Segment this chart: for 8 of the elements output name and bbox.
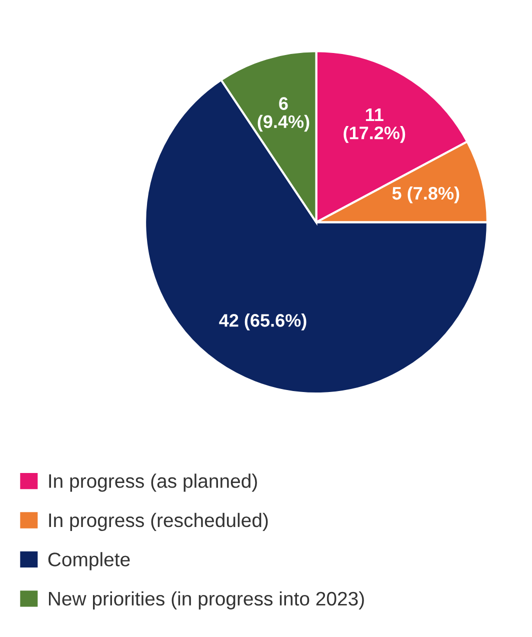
data-label: 5 (7.8%) bbox=[392, 186, 460, 204]
data-label: 6 (9.4%) bbox=[258, 97, 310, 132]
legend-label: In progress (rescheduled) bbox=[49, 512, 268, 531]
data-label: 11 (17.2%) bbox=[344, 108, 406, 143]
legend-label: Complete bbox=[48, 552, 130, 570]
legend-label: New priorities (in progress into 2023) bbox=[48, 591, 364, 610]
data-label: 42 (65.6%) bbox=[219, 314, 306, 330]
legend-label: In progress (as planned) bbox=[49, 474, 257, 492]
